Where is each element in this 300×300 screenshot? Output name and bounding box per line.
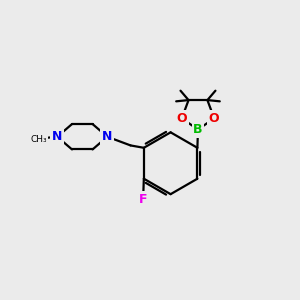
Text: B: B xyxy=(193,123,203,136)
Text: O: O xyxy=(176,112,187,125)
Text: CH₃: CH₃ xyxy=(30,135,47,144)
Text: O: O xyxy=(209,112,220,125)
Text: N: N xyxy=(52,130,62,143)
Text: N: N xyxy=(102,130,112,143)
Text: F: F xyxy=(139,193,148,206)
